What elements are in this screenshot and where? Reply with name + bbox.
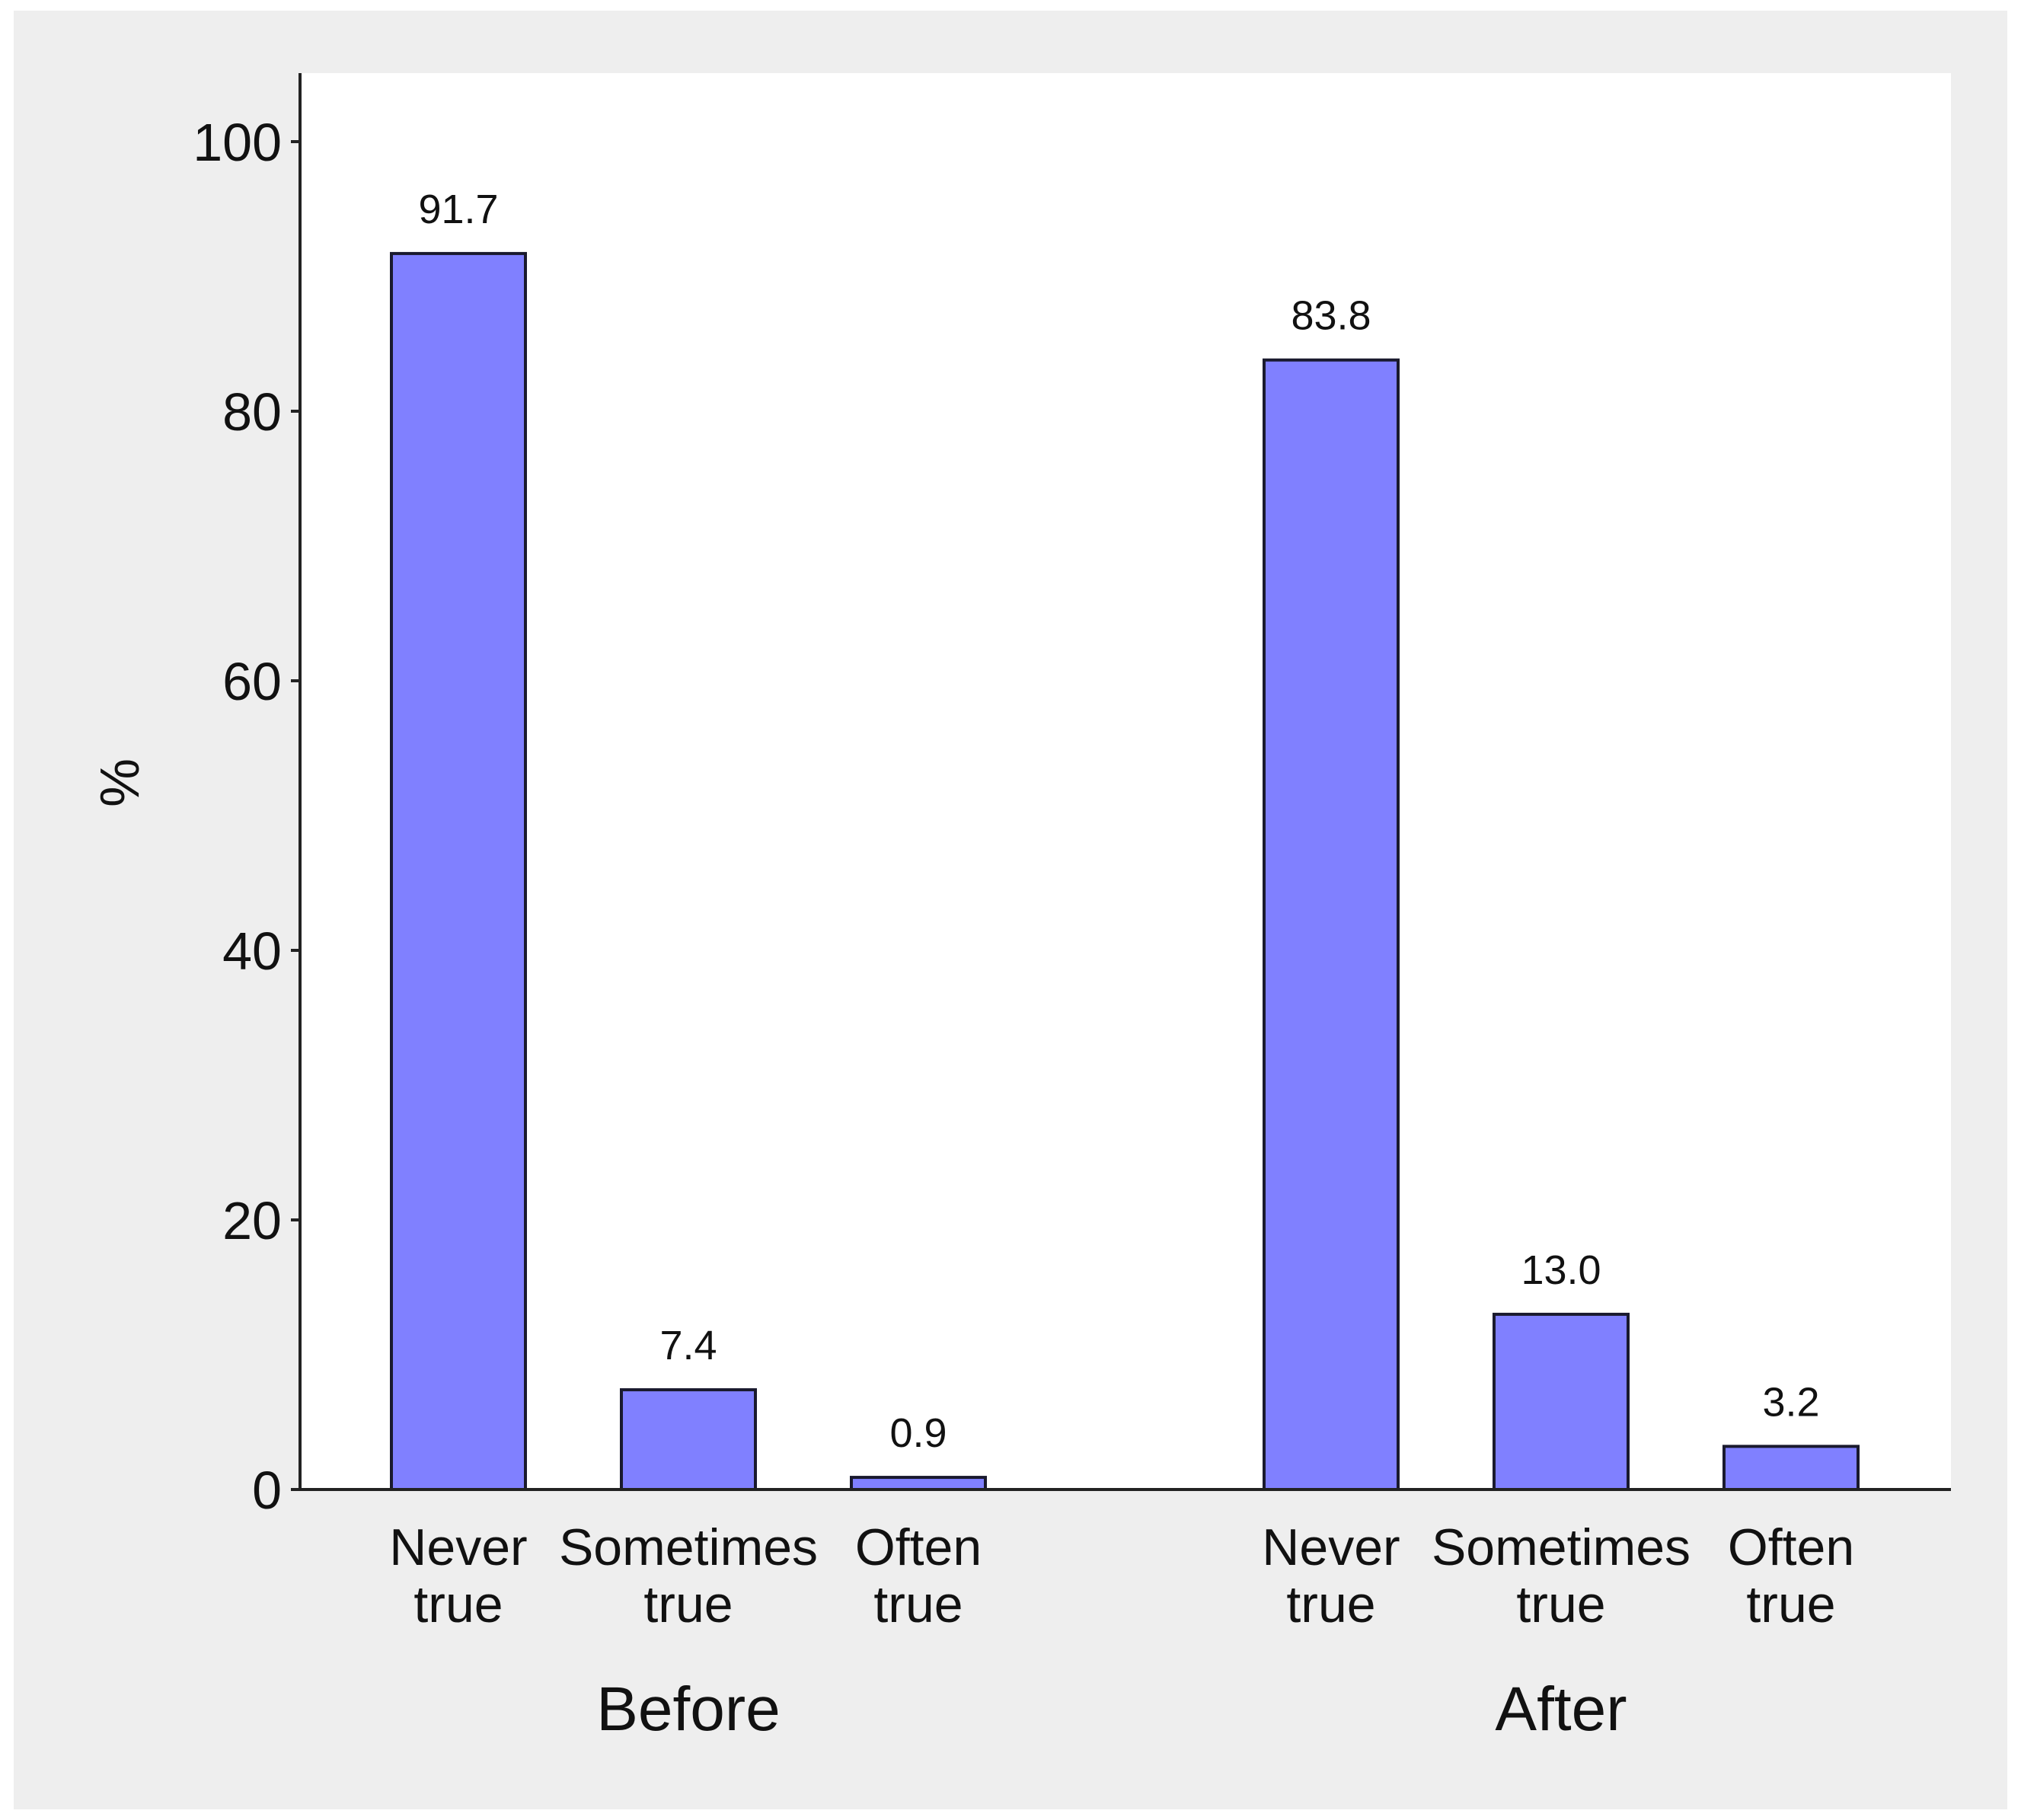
data-label: 0.9: [889, 1410, 947, 1456]
data-label: 13.0: [1521, 1247, 1601, 1293]
group-label: After: [1495, 1675, 1627, 1744]
category-label: true: [873, 1576, 963, 1633]
data-label: 7.4: [659, 1323, 717, 1368]
y-tick-label: 20: [222, 1191, 282, 1250]
category-label: Sometimes: [1432, 1518, 1691, 1576]
bar: [850, 1476, 987, 1491]
axes-layer: [291, 73, 1951, 1491]
category-label: Sometimes: [559, 1518, 818, 1576]
y-tick-label: 100: [193, 113, 282, 172]
category-label: true: [1746, 1576, 1835, 1633]
category-label: true: [413, 1576, 503, 1633]
y-tick-label: 0: [252, 1461, 282, 1520]
labels-layer: 91.7Nevertrue7.4Sometimestrue0.9Oftentru…: [193, 113, 1854, 1744]
y-tick-label: 60: [222, 652, 282, 711]
y-tick-label: 80: [222, 382, 282, 442]
y-tick-label: 40: [222, 921, 282, 981]
data-label: 83.8: [1291, 293, 1371, 339]
bar: [390, 251, 527, 1491]
data-label: 3.2: [1762, 1379, 1819, 1425]
plot-area: [300, 73, 1951, 1490]
category-label: true: [1286, 1576, 1375, 1633]
category-label: Often: [855, 1518, 982, 1576]
category-label: Never: [1262, 1518, 1400, 1576]
bar: [1263, 358, 1400, 1491]
bar: [620, 1388, 757, 1492]
category-label: Never: [389, 1518, 527, 1576]
bar: [1493, 1312, 1630, 1492]
group-label: Before: [596, 1675, 781, 1744]
category-label: true: [643, 1576, 733, 1633]
data-label: 91.7: [418, 187, 498, 232]
bar: [1722, 1445, 1860, 1491]
category-label: Often: [1728, 1518, 1854, 1576]
bars-layer: [390, 251, 1860, 1492]
category-label: true: [1516, 1576, 1605, 1633]
y-axis-title: %: [90, 758, 151, 807]
